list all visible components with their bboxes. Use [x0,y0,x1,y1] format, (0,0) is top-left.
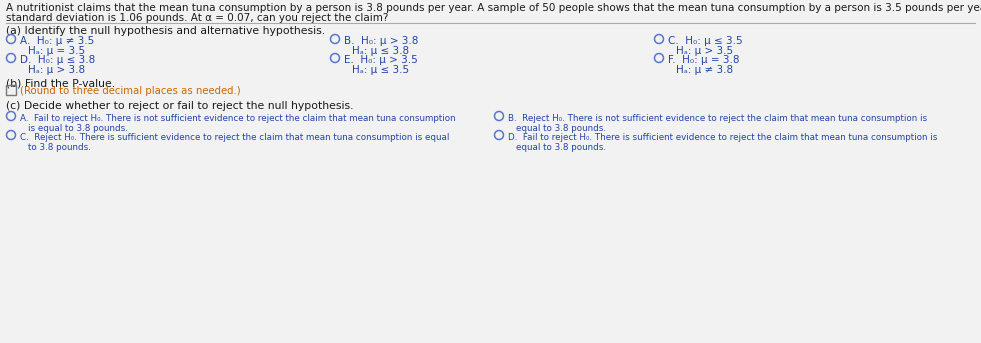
Text: E.  H₀: μ > 3.5: E. H₀: μ > 3.5 [344,55,418,65]
Text: Hₐ: μ ≤ 3.8: Hₐ: μ ≤ 3.8 [352,46,409,56]
Text: Hₐ: μ ≤ 3.5: Hₐ: μ ≤ 3.5 [352,65,409,75]
Text: equal to 3.8 pounds.: equal to 3.8 pounds. [516,124,606,133]
Text: C.  H₀: μ ≤ 3.5: C. H₀: μ ≤ 3.5 [668,36,743,46]
Text: (a) Identify the null hypothesis and alternative hypothesis.: (a) Identify the null hypothesis and alt… [6,26,325,36]
Text: A.  H₀: μ ≠ 3.5: A. H₀: μ ≠ 3.5 [20,36,94,46]
Text: Hₐ: μ ≠ 3.8: Hₐ: μ ≠ 3.8 [676,65,733,75]
Text: Hₐ: μ > 3.5: Hₐ: μ > 3.5 [676,46,733,56]
Text: B.  Reject H₀. There is not sufficient evidence to reject the claim that mean tu: B. Reject H₀. There is not sufficient ev… [508,114,927,123]
Text: standard deviation is 1.06 pounds. At α = 0.07, can you reject the claim?: standard deviation is 1.06 pounds. At α … [6,13,388,23]
Text: C.  Reject H₀. There is sufficient evidence to reject the claim that mean tuna c: C. Reject H₀. There is sufficient eviden… [20,133,449,142]
Text: A.  Fail to reject H₀. There is not sufficient evidence to reject the claim that: A. Fail to reject H₀. There is not suffi… [20,114,455,123]
Text: (b) Find the P-value.: (b) Find the P-value. [6,78,115,88]
Text: equal to 3.8 pounds.: equal to 3.8 pounds. [516,143,606,152]
Text: F.  H₀: μ = 3.8: F. H₀: μ = 3.8 [668,55,740,65]
Text: D.  H₀: μ ≤ 3.8: D. H₀: μ ≤ 3.8 [20,55,95,65]
Text: (Round to three decimal places as needed.): (Round to three decimal places as needed… [20,86,240,96]
Text: to 3.8 pounds.: to 3.8 pounds. [28,143,91,152]
Text: B.  H₀: μ > 3.8: B. H₀: μ > 3.8 [344,36,418,46]
Text: Hₐ: μ = 3.5: Hₐ: μ = 3.5 [28,46,85,56]
Text: Hₐ: μ > 3.8: Hₐ: μ > 3.8 [28,65,85,75]
Text: (c) Decide whether to reject or fail to reject the null hypothesis.: (c) Decide whether to reject or fail to … [6,101,353,111]
Text: is equal to 3.8 pounds.: is equal to 3.8 pounds. [28,124,128,133]
Text: D.  Fail to reject H₀. There is sufficient evidence to reject the claim that mea: D. Fail to reject H₀. There is sufficien… [508,133,938,142]
Text: A nutritionist claims that the mean tuna consumption by a person is 3.8 pounds p: A nutritionist claims that the mean tuna… [6,3,981,13]
